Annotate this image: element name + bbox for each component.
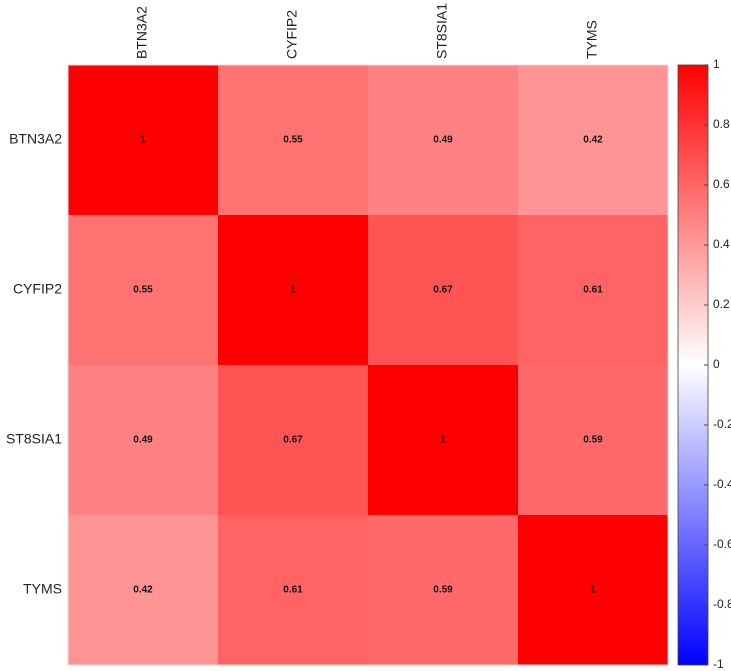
cell-label: 0.49	[133, 435, 153, 446]
heatmap-cell	[68, 65, 218, 215]
colorbar-tick-label: -0.8	[713, 597, 731, 611]
colorbar-tick-label: -0.2	[713, 417, 731, 431]
cell-label: 0.67	[433, 285, 453, 296]
colorbar	[677, 64, 709, 666]
colorbar-tick-label: 0.2	[713, 297, 730, 311]
colorbar-tick-label: 1	[713, 57, 720, 71]
colorbar-tick-label: -1	[713, 657, 724, 671]
colorbar-tick-label: -0.4	[713, 477, 731, 491]
cell-label: 1	[140, 135, 146, 146]
heatmap-cell	[518, 365, 668, 515]
colorbar-tick-label: 0	[713, 357, 720, 371]
cell-label: 0.42	[583, 135, 603, 146]
cell-label: 1	[290, 285, 296, 296]
x-tick-label: ST8SIA1	[434, 3, 450, 59]
heatmap-cell	[68, 515, 218, 665]
cell-label: 1	[590, 585, 596, 596]
cell-label: 0.42	[133, 585, 153, 596]
colorbar-tick-label: -0.6	[713, 537, 731, 551]
cell-label: 0.59	[433, 585, 453, 596]
cell-label: 0.55	[283, 135, 303, 146]
heatmap-cell	[368, 215, 518, 365]
colorbar-tick-label: 0.6	[713, 177, 730, 191]
colorbar-tick-label: 0.8	[713, 117, 730, 131]
heatmap-cell	[218, 65, 368, 215]
heatmap-cell	[218, 365, 368, 515]
cell-label: 0.67	[283, 435, 303, 446]
y-tick-label: TYMS	[23, 581, 62, 597]
heatmap-cell	[368, 515, 518, 665]
heatmap-cell	[368, 365, 518, 515]
heatmap-cell	[518, 215, 668, 365]
x-tick-label: BTN3A2	[134, 6, 150, 59]
plot-border	[67, 64, 669, 666]
heatmap-cell	[68, 215, 218, 365]
x-tick-label: TYMS	[584, 20, 600, 59]
heatmap-cell	[368, 65, 518, 215]
heatmap-cell	[68, 365, 218, 515]
y-tick-label: ST8SIA1	[6, 431, 62, 447]
cell-label: 0.61	[583, 285, 603, 296]
cell-label: 0.49	[433, 135, 453, 146]
colorbar-tick-label: 0.4	[713, 237, 730, 251]
cell-label: 0.61	[283, 585, 303, 596]
x-tick-label: CYFIP2	[284, 10, 300, 59]
y-tick-label: BTN3A2	[9, 131, 62, 147]
cell-label: 0.59	[583, 435, 603, 446]
heatmap-cell	[518, 65, 668, 215]
cell-label: 1	[440, 435, 446, 446]
cell-label: 0.55	[133, 285, 153, 296]
y-tick-label: CYFIP2	[13, 281, 62, 297]
heatmap-cell	[218, 215, 368, 365]
heatmap-cell	[218, 515, 368, 665]
heatmap-cell	[518, 515, 668, 665]
